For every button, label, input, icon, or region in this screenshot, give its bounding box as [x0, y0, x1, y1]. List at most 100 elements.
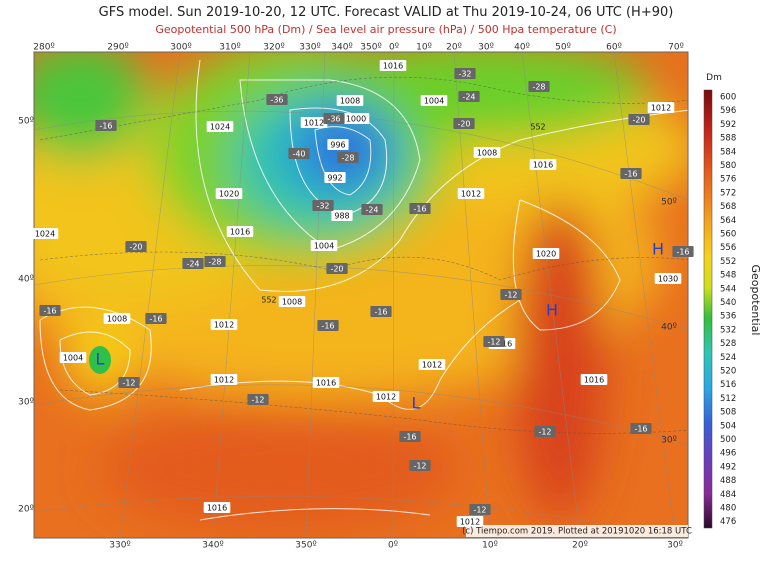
temperature-label: -16: [374, 308, 387, 317]
temperature-label: -20: [129, 243, 142, 252]
colorbar-label: Geopotential: [749, 265, 762, 336]
isobar-label: 1020: [536, 250, 556, 259]
colorbar-value: 504: [720, 421, 736, 431]
geopotential-label: 552: [530, 123, 545, 132]
lon-top-label: 20º: [446, 43, 462, 53]
isobar-label: 1030: [658, 275, 678, 284]
colorbar-value: 536: [720, 312, 736, 322]
temperature-label-box: [409, 460, 431, 471]
isobar-label: 1008: [477, 149, 497, 158]
high-pressure-marker: H: [652, 240, 664, 259]
lon-bottom-label: 330º: [109, 541, 130, 551]
isobar-label-box: [336, 95, 364, 106]
temperature-label-box: [454, 68, 476, 79]
isobar-label: 992: [327, 174, 342, 183]
isobar-label-box: [342, 113, 370, 124]
isobar-label: 1008: [282, 298, 302, 307]
isobar-label: 1012: [422, 361, 442, 370]
lon-top-label: 0º: [389, 43, 399, 53]
temperature-contours: [39, 76, 688, 434]
temperature-label-box: [458, 91, 480, 102]
colorbar-value: 564: [720, 216, 736, 226]
colorbar-value: 568: [720, 202, 736, 212]
temperature-label: -32: [458, 70, 471, 79]
isobar-label-box: [420, 95, 448, 106]
isobar-label-box: [203, 502, 231, 513]
temperature-label-box: [528, 81, 550, 92]
lon-top-label: 300º: [170, 43, 191, 53]
temperature-label: -16: [99, 122, 112, 131]
temperature-label: -20: [632, 116, 645, 125]
temperature-label-box: [534, 426, 556, 437]
isobar-label: 1016: [533, 161, 553, 170]
labels: 280º 290º 300º 310º 320º 330º 340º 350º 0º 10º 20º…: [18, 43, 736, 551]
lon-top-label: 290º: [107, 43, 128, 53]
isobar-label-box: [529, 159, 557, 170]
temperature-label: -28: [341, 154, 354, 163]
isobar-label-box: [647, 102, 675, 113]
lon-bottom-label: 30º: [667, 541, 683, 551]
temperature-label: -16: [403, 433, 416, 442]
temperature-label: -20: [330, 265, 343, 274]
temperature-label-box: [500, 289, 522, 300]
colorbar-value: 516: [720, 380, 736, 390]
lon-top-label: 330º: [299, 43, 320, 53]
temperature-label-box: [620, 168, 642, 179]
isobar-label: 988: [334, 212, 349, 221]
temperature-label: -16: [624, 170, 637, 179]
colorbar-value: 584: [720, 147, 736, 157]
low-pressure-marker: L: [96, 350, 105, 369]
temperature-label-box: [118, 377, 140, 388]
isobar-label: 1012: [651, 104, 671, 113]
isobar-label: 1008: [107, 315, 127, 324]
isobar-label-box: [226, 226, 254, 237]
temperature-label: -16: [676, 248, 689, 257]
colorbar-value: 552: [720, 257, 736, 267]
isobar-label-box: [300, 117, 328, 128]
lon-top-label: 350º: [360, 43, 381, 53]
temperature-label-box: [672, 246, 694, 257]
isobar-label: 996: [330, 141, 345, 150]
low-pressure-marker: L: [412, 394, 421, 413]
lon-top-label: 40º: [514, 43, 530, 53]
temperature-label-box: [370, 306, 392, 317]
temperature-label-box: [630, 423, 652, 434]
isobar-label-box: [532, 248, 560, 259]
credit-box: [466, 525, 688, 537]
temperature-label-box: [39, 305, 61, 316]
isobar-label: 1012: [461, 190, 481, 199]
isobar-label: 1024: [35, 230, 55, 239]
isobar-label-box: [418, 359, 446, 370]
isobar-label: 1004: [424, 97, 444, 106]
isobar-label: 1004: [314, 242, 334, 251]
isobar-label-box: [580, 374, 608, 385]
colorbar-value: 532: [720, 325, 736, 335]
colorbar-value: 544: [720, 284, 736, 294]
isobar-label: 1016: [383, 62, 403, 71]
colorbar-value: 524: [720, 353, 736, 363]
temperature-label-box: [95, 120, 117, 131]
isobar-label: 1012: [460, 518, 480, 527]
colorbar-value: 476: [720, 517, 736, 527]
isobar-label: 1012: [214, 376, 234, 385]
isobar-label-box: [210, 374, 238, 385]
colorbar-value: 508: [720, 408, 736, 418]
isobar-label: 1016: [584, 376, 604, 385]
temperature-label-box: [469, 504, 491, 515]
isobar-label-box: [59, 352, 87, 363]
lat-left-label: 40º: [18, 275, 34, 285]
isobar-label-box: [457, 188, 485, 199]
colorbar-value: 484: [720, 490, 736, 500]
high-pressure-marker: H: [546, 301, 558, 320]
temperature-label-box: [326, 263, 348, 274]
lon-top-label: 280º: [33, 43, 54, 53]
lat-right-label: 30º: [661, 436, 677, 446]
temperature-label: -36: [327, 115, 340, 124]
temperature-label: -16: [634, 425, 647, 434]
temperature-label: -16: [149, 315, 162, 324]
temperature-label: -24: [365, 206, 378, 215]
lon-bottom-label: 20º: [572, 541, 588, 551]
temperature-label-box: [145, 313, 167, 324]
temperature-label: -12: [122, 379, 135, 388]
isobar-label-box: [379, 60, 407, 71]
